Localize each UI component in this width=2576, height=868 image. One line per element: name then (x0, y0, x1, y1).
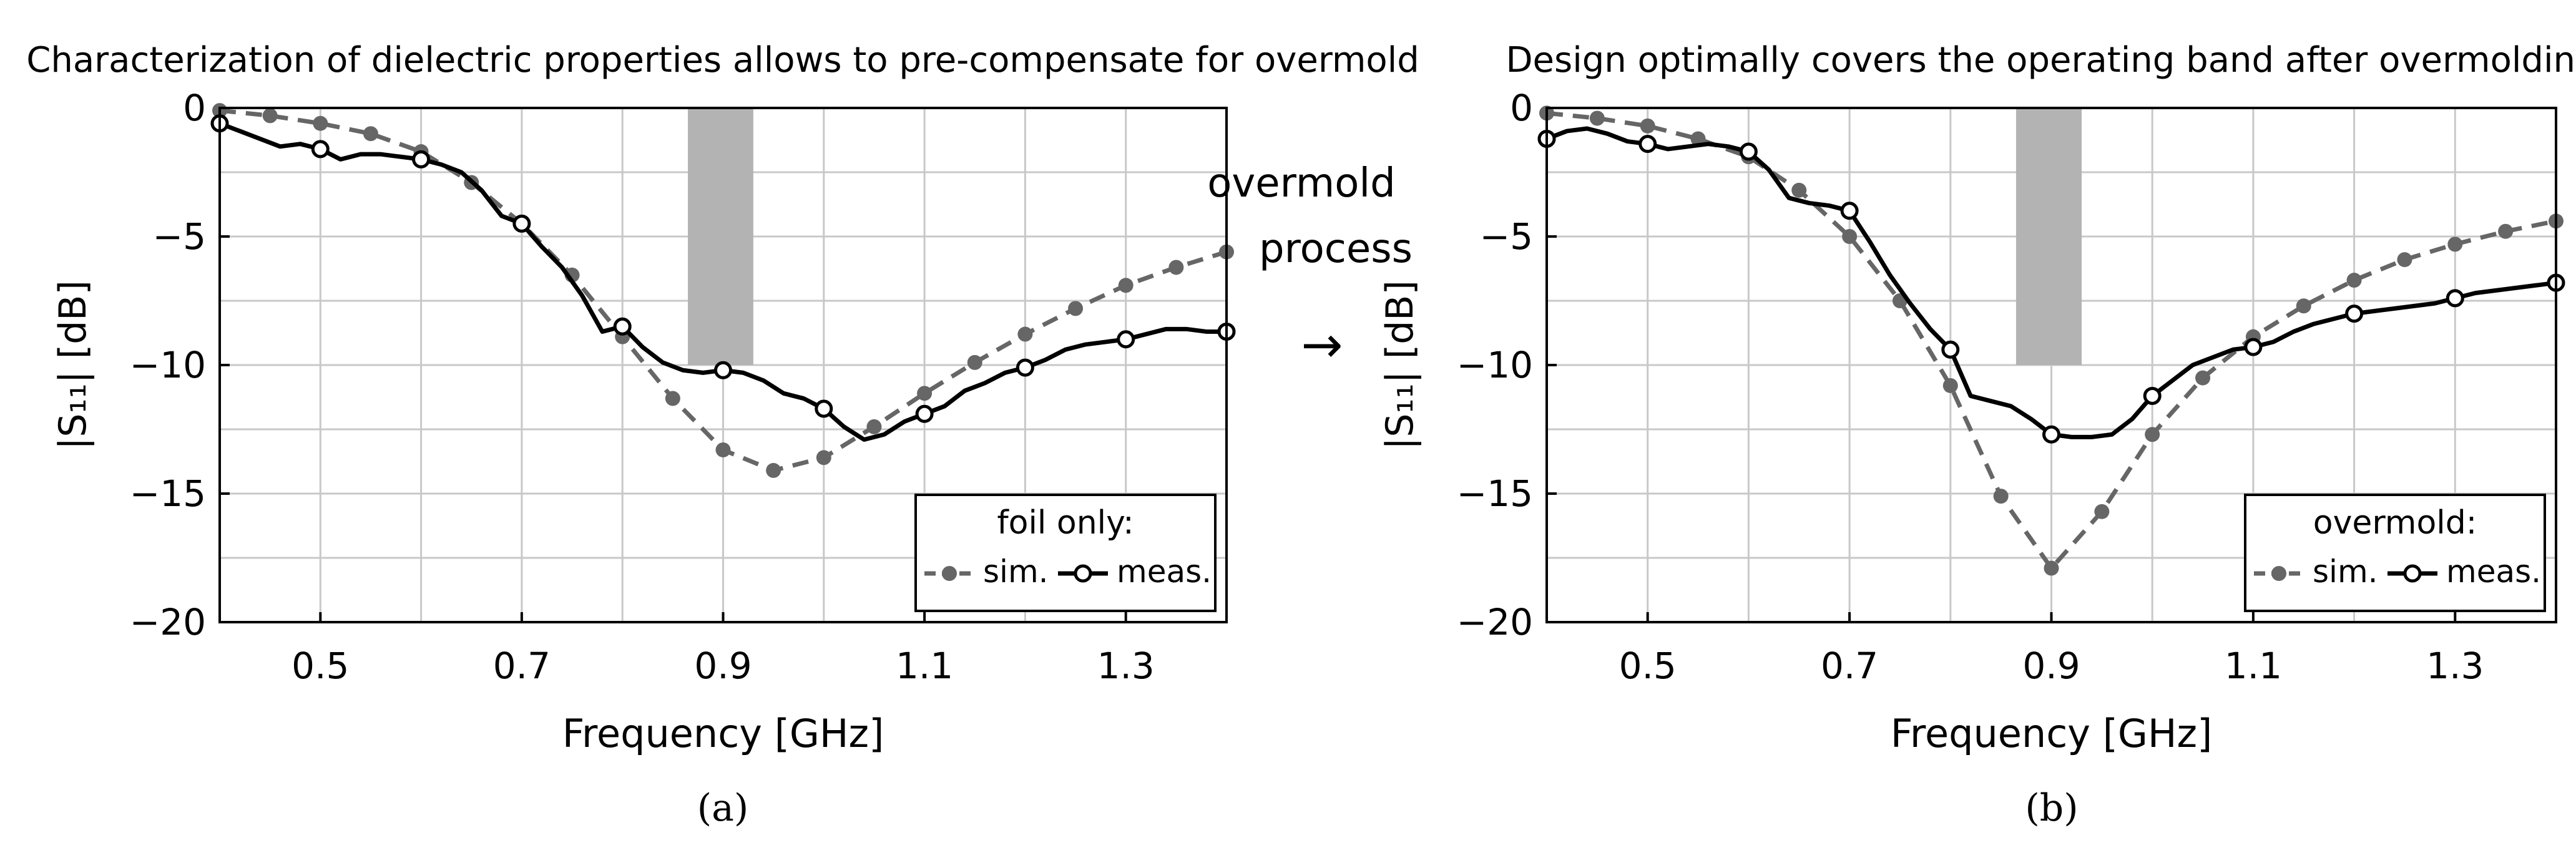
series-meas-point (815, 399, 833, 418)
y-tick-label: −5 (1480, 215, 1534, 258)
legend-box (2244, 494, 2546, 612)
series-meas-point (1840, 202, 1859, 220)
series-sim-point (2397, 252, 2412, 268)
panel-caption: (b) (2025, 786, 2078, 830)
series-sim-point (2296, 298, 2311, 314)
legend-meas-label: meas. (1117, 553, 1212, 590)
series-sim-point (1842, 229, 1858, 244)
x-tick-label: 0.9 (694, 645, 752, 687)
x-tick-label: 0.7 (493, 645, 551, 687)
panel-caption: (a) (697, 786, 749, 830)
series-sim-point (2498, 223, 2514, 239)
series-meas-point (1016, 358, 1034, 377)
series-sim-point (2145, 427, 2160, 442)
operating-band (2015, 108, 2082, 365)
operating-band (688, 108, 753, 365)
y-tick-label: −10 (1457, 344, 1533, 386)
x-tick-label: 0.7 (1821, 645, 1878, 687)
series-meas-point (1941, 340, 1960, 359)
panel-a: Characterization of dielectric propertie… (26, 40, 1419, 830)
y-tick-label: −20 (1457, 601, 1533, 643)
series-sim-point (262, 108, 278, 124)
series-meas-point (2244, 338, 2263, 356)
series-meas-point (915, 404, 934, 423)
x-tick-label: 0.5 (291, 645, 349, 687)
legend-sim-label: sim. (983, 553, 1049, 590)
legend-sim-label: sim. (2313, 553, 2378, 590)
y-tick-label: −5 (153, 215, 207, 258)
series-meas-point (1739, 142, 1758, 161)
series-sim-point (917, 386, 933, 401)
series-sim-point (665, 391, 680, 406)
series-meas-point (2143, 386, 2162, 405)
x-axis-label: Frequency [GHz] (1891, 711, 2213, 756)
y-tick-label: −20 (130, 601, 206, 643)
overmold-process-annotation: overmold process → (1207, 160, 1413, 374)
legend-sim-marker (942, 566, 957, 581)
series-sim-point (2195, 370, 2211, 386)
x-tick-label: 0.5 (1619, 645, 1677, 687)
series-sim-point (2094, 504, 2110, 519)
series-sim-point (967, 354, 982, 370)
series-sim-point (1017, 326, 1033, 342)
series-meas-point (613, 317, 632, 336)
series-sim-point (715, 442, 731, 457)
legend-title: overmold: (2313, 504, 2477, 542)
y-tick-label: 0 (183, 87, 206, 129)
y-axis-label: |S₁₁| [dB] (51, 280, 95, 450)
series-meas-point (512, 214, 531, 233)
series-sim-point (2447, 237, 2463, 252)
legend: overmold: sim. meas. (2244, 494, 2546, 612)
annotation-line-1: overmold (1207, 160, 1396, 207)
legend: foil only: sim. meas. (914, 494, 1217, 612)
series-meas-point (1638, 135, 1657, 154)
legend-title: foil only: (997, 504, 1134, 542)
chart-title: Characterization of dielectric propertie… (26, 40, 1419, 80)
series-sim-point (866, 419, 882, 434)
y-axis-label: |S₁₁| [dB] (1378, 280, 1422, 450)
x-tick-label: 0.9 (2022, 645, 2080, 687)
series-meas-point (2345, 305, 2364, 323)
annotation-line-2: process (1259, 226, 1413, 272)
series-sim-point (1993, 489, 2009, 504)
x-tick-label: 1.1 (896, 645, 953, 687)
series-meas-point (2042, 425, 2060, 444)
right-arrow-icon: → (1301, 316, 1343, 374)
series-meas-point (1117, 330, 1135, 349)
series-sim-point (816, 450, 831, 466)
legend-meas-marker (2403, 564, 2422, 583)
series-meas-point (2446, 289, 2464, 308)
series-meas-point (714, 361, 732, 379)
series-sim-point (766, 462, 781, 478)
series-sim-point (1589, 110, 1605, 126)
series-sim-point (1942, 378, 1958, 393)
y-tick-label: −15 (1457, 472, 1533, 515)
series-sim-point (1118, 278, 1134, 293)
series-sim-point (2044, 560, 2059, 576)
y-tick-label: 0 (1510, 87, 1533, 129)
series-sim-point (1791, 182, 1807, 198)
legend-sim-marker (2271, 566, 2286, 581)
x-axis-label: Frequency [GHz] (562, 711, 884, 756)
series-meas-point (311, 140, 330, 158)
x-tick-label: 1.3 (2426, 645, 2484, 687)
legend-box (914, 494, 1217, 612)
series-sim-point (363, 126, 378, 142)
legend-meas-label: meas. (2446, 553, 2541, 590)
series-sim-point (1068, 301, 1084, 316)
chart-title: Design optimally covers the operating ba… (1506, 40, 2576, 80)
x-tick-label: 1.1 (2225, 645, 2282, 687)
series-meas-point (412, 150, 431, 168)
series-sim-point (313, 115, 328, 131)
series-sim-point (2346, 273, 2362, 288)
y-tick-label: −15 (130, 472, 206, 515)
series-sim-point (1690, 131, 1706, 147)
legend-meas-marker (1074, 564, 1092, 583)
y-tick-label: −10 (130, 344, 206, 386)
series-sim-point (1640, 118, 1655, 134)
series-sim-point (1168, 260, 1184, 275)
x-tick-label: 1.3 (1097, 645, 1155, 687)
panel-b: Design optimally covers the operating ba… (1378, 40, 2576, 830)
